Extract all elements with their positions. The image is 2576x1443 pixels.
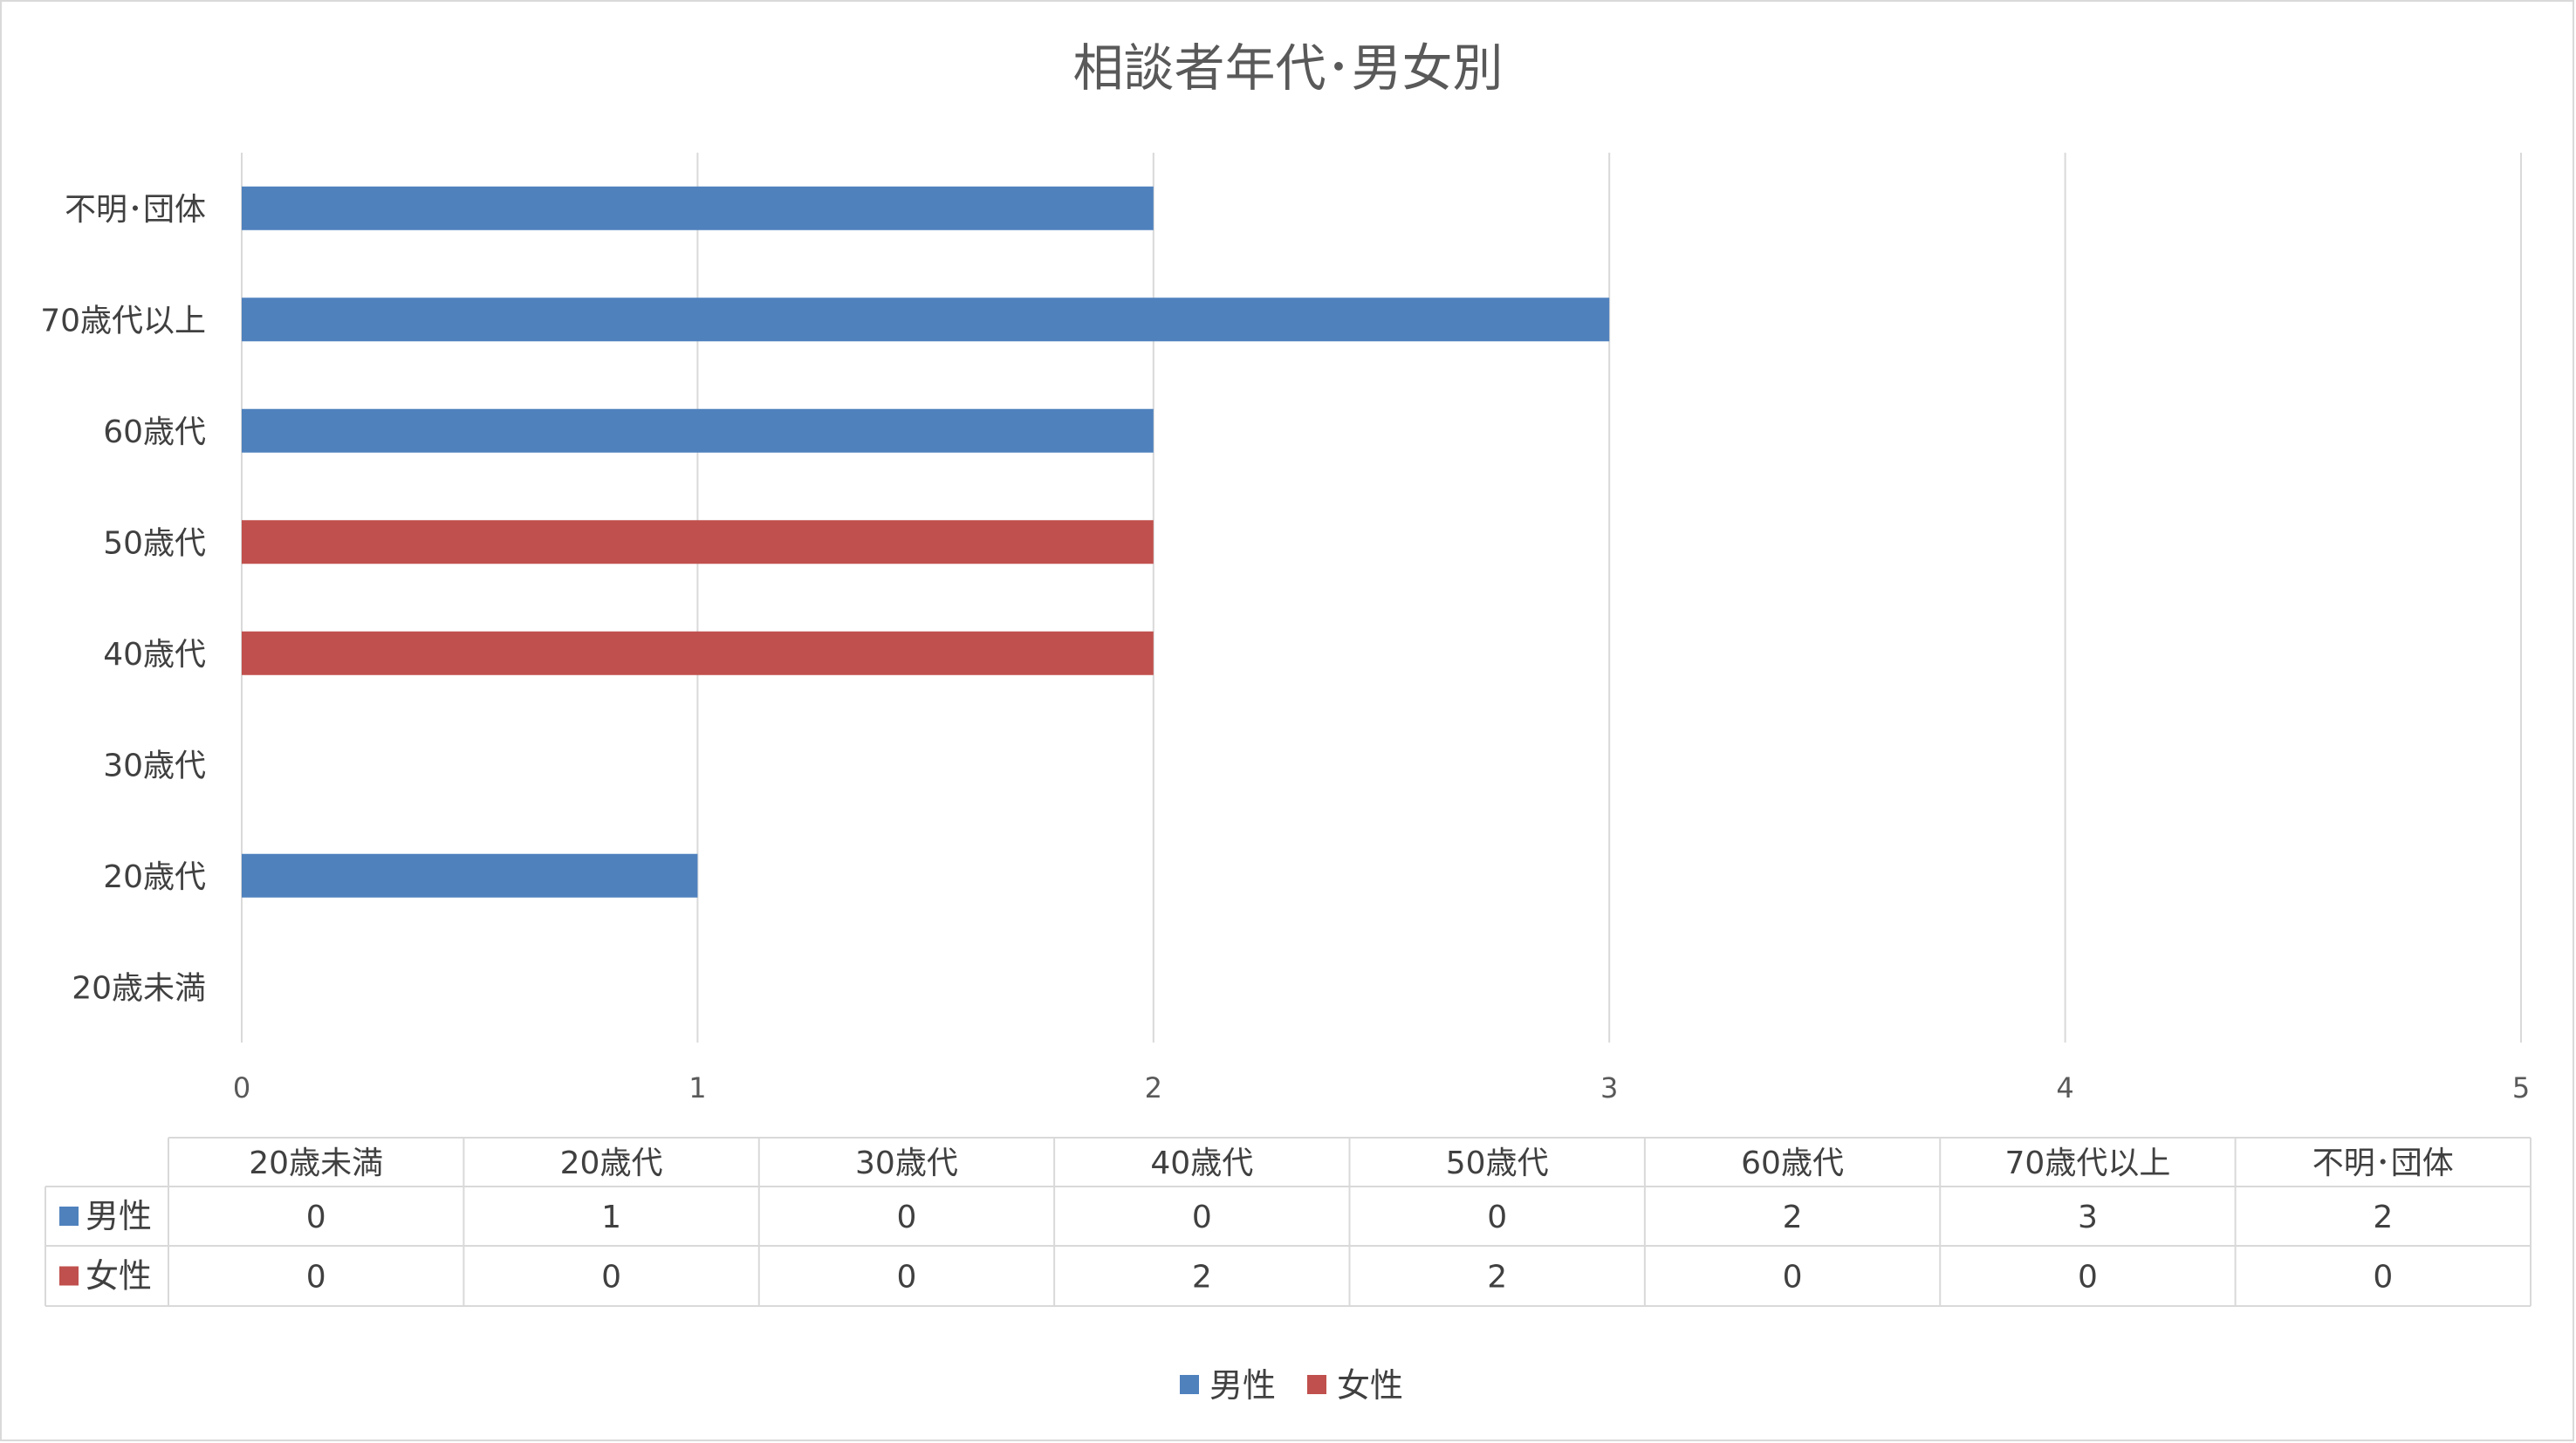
table-value-cell: 0 — [601, 1260, 621, 1296]
table-header-cell: 20歳代 — [560, 1146, 663, 1181]
table-value-cell: 2 — [2373, 1200, 2393, 1235]
table-legend-key — [59, 1266, 79, 1286]
category-label: 50歳代 — [103, 525, 206, 561]
table-value-cell: 0 — [1783, 1260, 1803, 1296]
legend-key — [1307, 1375, 1326, 1394]
table-value-cell: 2 — [1487, 1260, 1507, 1296]
table-value-cell: 0 — [896, 1200, 916, 1235]
table-value-cell: 0 — [896, 1260, 916, 1296]
table-header-cell: 40歳代 — [1150, 1146, 1253, 1181]
category-label: 不明･団体 — [65, 192, 206, 228]
bar-男性-60歳代 — [242, 408, 1154, 453]
legend-label: 女性 — [1337, 1366, 1403, 1405]
table-header-cell: 50歳代 — [1446, 1146, 1549, 1181]
table-value-cell: 0 — [306, 1260, 326, 1296]
bar-男性-20歳代 — [242, 853, 698, 898]
x-tick-label: 0 — [233, 1071, 250, 1104]
bar-女性-40歳代 — [242, 631, 1154, 675]
bar-男性-70歳代以上 — [242, 297, 1610, 342]
x-tick-label: 3 — [1600, 1071, 1618, 1104]
table-value-cell: 0 — [306, 1200, 326, 1235]
category-label: 20歳未満 — [72, 970, 206, 1006]
legend: 男性 女性 — [1180, 1366, 1403, 1405]
table-header-cell: 不明･団体 — [2312, 1146, 2454, 1181]
table-header-cell: 60歳代 — [1741, 1146, 1844, 1181]
legend-key — [1180, 1375, 1199, 1394]
gridlines — [241, 153, 2522, 1043]
table-value-cell: 3 — [2078, 1200, 2098, 1235]
category-label: 70歳代以上 — [40, 303, 206, 339]
table-value-cell: 0 — [1487, 1200, 1507, 1235]
chart-title: 相談者年代･男女別 — [1072, 38, 1503, 98]
bars — [242, 186, 1610, 898]
table-value-cell: 2 — [1783, 1200, 1803, 1235]
x-tick-label: 1 — [689, 1071, 706, 1104]
table-value-cell: 0 — [2078, 1260, 2098, 1296]
legend-label: 男性 — [1209, 1366, 1276, 1405]
table-series-name: 女性 — [86, 1257, 152, 1296]
table-header-cell: 20歳未満 — [249, 1146, 383, 1181]
table-legend-key — [59, 1207, 79, 1226]
table-header-cell: 30歳代 — [855, 1146, 958, 1181]
category-label: 20歳代 — [103, 859, 206, 895]
category-labels: 20歳未満 20歳代 30歳代 40歳代 50歳代 60歳代 70歳代以上 不明･団体 — [40, 192, 206, 1007]
x-tick-labels: 0 1 2 3 4 5 — [233, 1071, 2530, 1104]
table-value-cell: 1 — [601, 1200, 621, 1235]
category-label: 30歳代 — [103, 748, 206, 783]
table-value-cell: 2 — [1192, 1260, 1212, 1296]
table-header-cell: 70歳代以上 — [2005, 1146, 2171, 1181]
x-tick-label: 4 — [2056, 1071, 2073, 1104]
category-label: 60歳代 — [103, 414, 206, 450]
table-series-name: 男性 — [86, 1197, 152, 1235]
x-tick-label: 2 — [1145, 1071, 1162, 1104]
table-value-cell: 0 — [1192, 1200, 1212, 1235]
table-value-cell: 0 — [2373, 1260, 2393, 1296]
bar-男性-不明･団体 — [242, 186, 1154, 230]
bar-女性-50歳代 — [242, 520, 1154, 564]
category-label: 40歳代 — [103, 637, 206, 673]
x-tick-label: 5 — [2512, 1071, 2530, 1104]
